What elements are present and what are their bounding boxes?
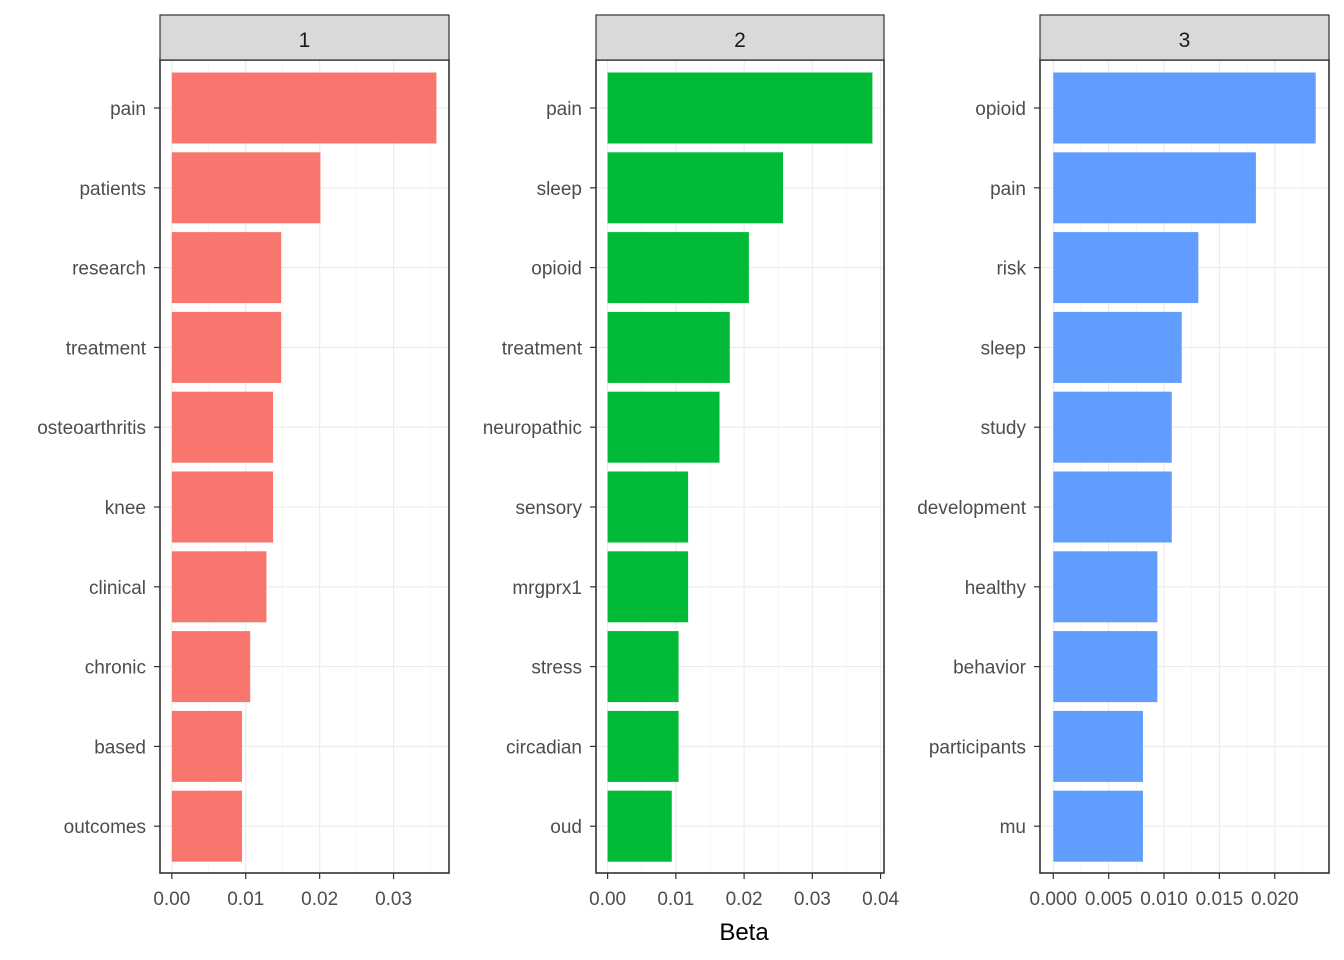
facet-strip-label: 2 [734,29,746,52]
x-tick-label: 0.01 [657,889,694,910]
x-tick-label: 0.005 [1085,889,1133,910]
bar-patients [171,152,321,224]
bar-neuropathic [607,391,720,463]
category-label-treatment: treatment [66,338,147,359]
x-tick-label: 0.02 [726,889,763,910]
bar-mu [1053,790,1143,862]
bar-mrgprx1 [607,551,689,623]
bar-circadian [607,710,679,782]
category-label-participants: participants [929,737,1026,758]
bar-opioid [1053,72,1316,144]
bar-participants [1053,710,1143,782]
category-label-treatment: treatment [502,338,583,359]
bar-sensory [607,471,689,543]
x-tick-label: 0.03 [375,889,412,910]
x-tick-label: 0.020 [1251,889,1299,910]
bar-treatment [171,311,282,383]
x-tick-label: 0.000 [1030,889,1078,910]
category-label-risk: risk [996,259,1026,280]
category-label-pain: pain [110,99,146,120]
category-label-chronic: chronic [85,658,146,679]
bar-chronic [171,631,251,703]
category-label-development: development [917,498,1027,519]
bar-opioid [607,232,749,304]
facet-strip [1039,14,1330,61]
category-label-opioid: opioid [975,99,1026,120]
bar-clinical [171,551,267,623]
category-label-neuropathic: neuropathic [483,418,582,439]
facet-strip-label: 3 [1179,29,1191,52]
category-label-sensory: sensory [515,498,582,519]
bar-research [171,232,282,304]
x-tick-label: 0.02 [301,889,338,910]
category-label-behavior: behavior [953,658,1027,679]
bar-risk [1053,232,1199,304]
facet-strip [595,14,885,61]
x-tick-label: 0.00 [153,889,190,910]
x-tick-label: 0.00 [589,889,626,910]
category-label-opioid: opioid [531,259,582,280]
bar-treatment [607,311,730,383]
category-label-stress: stress [531,658,582,679]
x-tick-label: 0.04 [862,889,899,910]
category-label-clinical: clinical [89,578,146,599]
category-label-sleep: sleep [537,179,582,200]
category-label-mu: mu [1000,817,1026,838]
category-label-sleep: sleep [981,338,1026,359]
bar-development [1053,471,1172,543]
bar-osteoarthritis [171,391,274,463]
facet-strip-label: 1 [299,29,311,52]
category-label-patients: patients [79,179,146,200]
bar-sleep [1053,311,1182,383]
category-label-osteoarthritis: osteoarthritis [37,418,146,439]
bar-pain [607,72,873,144]
bar-behavior [1053,631,1158,703]
x-tick-label: 0.01 [227,889,264,910]
category-label-knee: knee [105,498,146,519]
bar-oud [607,790,672,862]
x-tick-label: 0.03 [794,889,831,910]
category-label-pain: pain [990,179,1026,200]
x-tick-label: 0.010 [1140,889,1188,910]
category-label-mrgprx1: mrgprx1 [512,578,582,599]
category-label-circadian: circadian [506,737,582,758]
bar-pain [1053,152,1256,224]
facet-panel-3: 3 opioid pain risk sleep study development heal… [917,14,1330,910]
x-axis-title: Beta [719,919,769,946]
bar-stress [607,631,679,703]
category-label-study: study [981,418,1027,439]
category-label-healthy: healthy [965,578,1027,599]
category-label-outcomes: outcomes [64,817,146,838]
category-label-based: based [94,737,146,758]
bar-based [171,710,243,782]
bar-outcomes [171,790,243,862]
facet-strip [159,14,450,61]
bar-pain [171,72,437,144]
bar-knee [171,471,274,543]
facet-panel-2: 2 pain sleep opioid treatment neuropathic sens… [483,14,900,910]
bar-study [1053,391,1172,463]
category-label-research: research [72,259,146,280]
category-label-pain: pain [546,99,582,120]
facet-panel-1: 1 pain patients research treatment osteoarthr… [37,14,450,910]
category-label-oud: oud [550,817,582,838]
x-tick-label: 0.015 [1196,889,1244,910]
bar-healthy [1053,551,1158,623]
bar-sleep [607,152,783,224]
